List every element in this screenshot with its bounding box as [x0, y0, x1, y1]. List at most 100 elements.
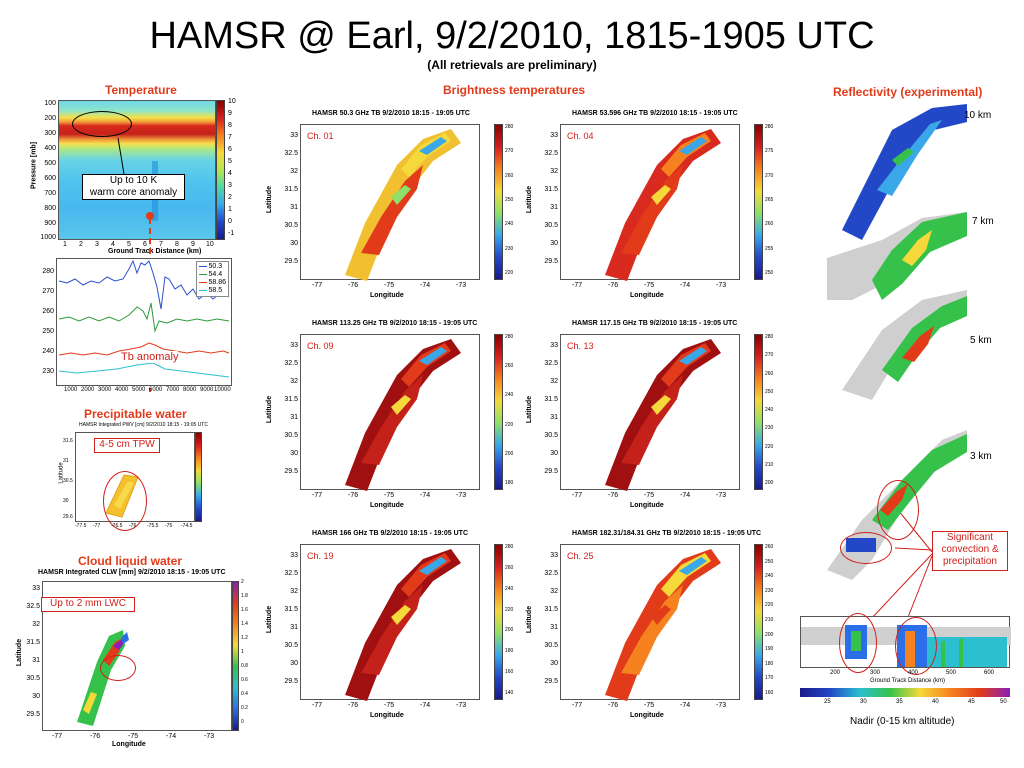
tb-panel-title: HAMSR 113.25 GHz TB 9/2/2010 18:15 - 19:… — [312, 320, 478, 327]
ytick: 250 — [42, 328, 54, 335]
cbar-tick: 220 — [505, 270, 514, 276]
tb-swath-region — [679, 347, 707, 365]
xtick: 9 — [191, 241, 195, 248]
tb-colorbar — [494, 334, 503, 490]
clw-title: HAMSR Integrated CLW [mm] 9/2/2010 18:15… — [38, 569, 226, 576]
tb-swath — [605, 549, 721, 701]
xtick: -75 — [644, 282, 655, 289]
tb-colorbar — [754, 544, 763, 700]
tb-panel-ylabel: Latitude — [526, 395, 534, 424]
convection-line2: convection & — [941, 544, 999, 555]
xtick: -74 — [680, 492, 691, 499]
channel-label: Ch. 04 — [567, 131, 594, 141]
pwv-ellipse — [103, 471, 147, 531]
tb-swath — [345, 549, 461, 701]
tb-panel-xlabel: Longitude — [630, 502, 664, 509]
xtick: -75 — [128, 733, 139, 740]
cbar-tick: 1 — [241, 649, 244, 655]
cbar-tick: 1.8 — [241, 593, 248, 599]
cbar-tick: 230 — [765, 425, 774, 432]
xtick: -76 — [90, 733, 101, 740]
tb-panel-ylabel: Latitude — [526, 185, 534, 214]
ytick: 500 — [44, 160, 56, 167]
cbar-tick: 0.4 — [241, 691, 248, 697]
xtick: -77 — [93, 523, 101, 529]
tb-swath-region — [419, 557, 447, 575]
temperature-colorbar — [216, 100, 225, 240]
warm-core-pointer — [117, 137, 125, 175]
xtick: -75.5 — [147, 523, 159, 529]
cbar-tick: 200 — [505, 627, 514, 634]
swath-7km-cell — [902, 230, 932, 266]
clw-xlabel: Longitude — [112, 741, 146, 748]
nadir-panel: 200 300 400 500 600 Ground Track Distanc… — [800, 613, 1011, 716]
xtick: -77 — [572, 282, 583, 289]
cbar-tick: 1.4 — [241, 621, 248, 627]
cbar-tick: 275 — [765, 148, 774, 155]
tb-panel-title: HAMSR 182.31/184.31 GHz TB 9/2/2010 18:1… — [572, 530, 762, 537]
pwv-colorbar — [195, 432, 202, 522]
ytick: 32.5 — [284, 150, 298, 157]
ytick: 30 — [550, 660, 558, 667]
level-10km: 10 km — [964, 110, 992, 121]
ytick: 32.5 — [544, 570, 558, 577]
tb-panel-ylabel: Latitude — [526, 605, 534, 634]
legend-label: 58.86 — [208, 279, 226, 286]
ytick: 32.5 — [544, 360, 558, 367]
temperature-cbar-ticks: 10 9 8 7 6 5 4 3 2 1 0 -1 — [228, 98, 240, 242]
clw-cbar-ticks: 2 1.8 1.6 1.4 1.2 1 0.8 0.6 0.4 0.2 0 — [241, 579, 251, 731]
ytick: 32 — [550, 378, 558, 385]
ytick: 31 — [290, 624, 298, 631]
cbar-tick: 260 — [765, 221, 774, 228]
ytick: 31.5 — [26, 639, 40, 646]
xtick: -74 — [420, 702, 431, 709]
ytick: 29.5 — [26, 711, 40, 718]
section-pwv: Precipitable water — [84, 407, 187, 421]
cbar-tick: 2 — [228, 194, 232, 201]
ytick: 30.5 — [284, 642, 298, 649]
xtick: -75 — [644, 702, 655, 709]
cbar-tick: 3 — [228, 182, 232, 189]
xtick: 9000 — [200, 387, 214, 393]
xtick: 4 — [111, 241, 115, 248]
cbar-tick: 180 — [765, 660, 774, 667]
legend-swatch — [198, 281, 207, 283]
xtick: -73 — [716, 282, 727, 289]
xtick: -75 — [644, 492, 655, 499]
xtick: 7000 — [166, 387, 180, 393]
tb-swath-region — [391, 185, 411, 205]
ytick: 100 — [44, 100, 56, 107]
legend-label: 50.3 — [208, 263, 223, 270]
cbar-tick: 2 — [241, 579, 244, 585]
xtick: 2000 — [81, 387, 95, 393]
cbar-tick: 1 — [228, 206, 232, 213]
ytick: 33 — [32, 585, 40, 592]
ytick: 32.5 — [284, 360, 298, 367]
xtick: 500 — [946, 670, 957, 676]
ytick: 29.5 — [284, 258, 298, 265]
legend-label: 58.5 — [208, 287, 223, 294]
xtick: -77 — [572, 492, 583, 499]
xtick: 6 — [143, 241, 147, 248]
nadir-xlabel: Ground Track Distance (km) — [870, 678, 946, 684]
ytick: 31 — [550, 414, 558, 421]
ytick: 240 — [42, 348, 54, 355]
ytick: 31 — [290, 204, 298, 211]
xtick: -77 — [312, 702, 323, 709]
tb-panel-ylabel: Latitude — [266, 605, 274, 634]
cbar-tick: 0 — [228, 218, 232, 225]
reflectivity-swaths — [827, 104, 967, 580]
tb-panel: HAMSR 50.3 GHz TB 9/2/2010 18:15 - 19:05… — [262, 110, 514, 310]
tb-panel-plot: Ch. 13 — [560, 334, 740, 491]
clw-mid-region — [83, 692, 97, 714]
channel-label: Ch. 09 — [307, 341, 334, 351]
nadir-colorbar — [800, 688, 1010, 697]
cbar-tick: 260 — [505, 564, 514, 571]
xtick: -75 — [384, 702, 395, 709]
xtick: 8000 — [183, 387, 197, 393]
cbar-tick: 270 — [765, 172, 774, 179]
cbar-tick: 35 — [896, 699, 903, 705]
cbar-tick: 10 — [228, 98, 236, 105]
tb-swath-region — [679, 137, 707, 155]
temperature-plot — [58, 100, 216, 240]
